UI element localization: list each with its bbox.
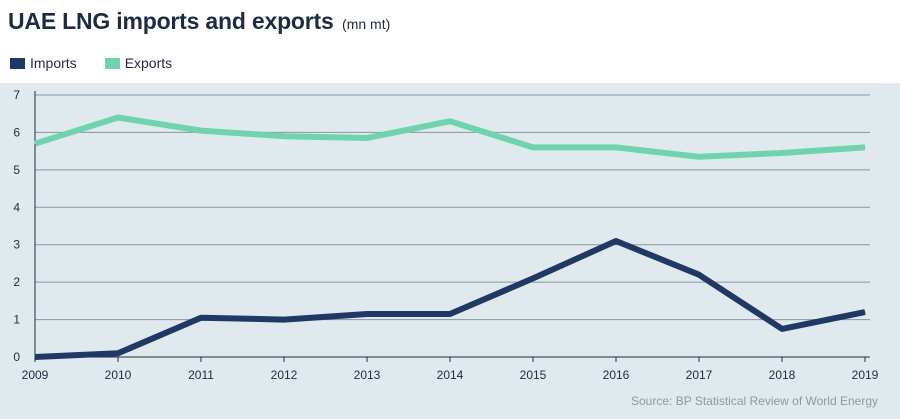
data-point-exports xyxy=(781,152,783,154)
y-tick-label: 0 xyxy=(13,350,20,364)
source-note: Source: BP Statistical Review of World E… xyxy=(631,394,878,408)
legend-swatch-imports xyxy=(10,57,25,69)
legend: Imports Exports xyxy=(10,55,200,71)
x-tick-label: 2012 xyxy=(271,368,298,382)
data-point-imports xyxy=(615,240,617,242)
x-tick-label: 2011 xyxy=(188,368,214,382)
data-point-imports xyxy=(864,311,866,313)
data-point-imports xyxy=(449,313,451,315)
x-tick-label: 2019 xyxy=(852,368,879,382)
legend-item-imports: Imports xyxy=(10,55,77,71)
y-tick-label: 2 xyxy=(13,275,20,289)
series-line-exports xyxy=(34,114,866,160)
chart-unit: (mn mt) xyxy=(342,16,391,32)
data-point-exports xyxy=(864,146,866,148)
legend-label-exports: Exports xyxy=(124,55,173,71)
data-point-exports xyxy=(532,146,534,148)
y-tick-label: 5 xyxy=(13,163,20,177)
data-point-imports xyxy=(283,319,285,321)
x-tick-label: 2017 xyxy=(686,368,713,382)
data-point-exports xyxy=(34,143,36,145)
data-point-exports xyxy=(366,137,368,139)
data-point-exports xyxy=(283,135,285,137)
x-tick-label: 2010 xyxy=(105,368,132,382)
data-point-exports xyxy=(449,120,451,122)
data-point-exports xyxy=(698,156,700,158)
data-point-imports xyxy=(200,317,202,319)
x-tick-label: 2018 xyxy=(769,368,796,382)
y-tick-label: 4 xyxy=(13,200,20,214)
data-point-exports xyxy=(615,146,617,148)
x-tick-label: 2013 xyxy=(354,368,381,382)
legend-item-exports: Exports xyxy=(104,55,173,71)
x-tick-label: 2009 xyxy=(22,368,49,382)
plot-panel: 0 1 2 3 4 5 6 7 2009 2010 2011 2012 2013 2014 2015 2016… xyxy=(0,83,900,419)
data-point-imports xyxy=(781,328,783,330)
data-point-imports xyxy=(532,277,534,279)
legend-swatch-exports xyxy=(104,57,120,69)
y-tick-label: 6 xyxy=(13,125,20,139)
y-tick-label: 1 xyxy=(13,313,20,327)
data-point-imports xyxy=(698,274,700,276)
data-point-imports xyxy=(117,352,119,354)
x-tick-label: 2014 xyxy=(437,368,464,382)
series-line-imports xyxy=(34,238,866,360)
plot-area: 0 1 2 3 4 5 6 7 2009 2010 2011 2012 2013 2014 2015 2016… xyxy=(13,88,879,382)
data-point-imports xyxy=(366,313,368,315)
y-tick-label: 3 xyxy=(13,238,20,252)
legend-label-imports: Imports xyxy=(30,55,77,71)
title-row: UAE LNG imports and exports (mn mt) xyxy=(8,8,390,35)
data-point-imports xyxy=(34,356,36,358)
data-point-exports xyxy=(200,130,202,132)
chart-title: UAE LNG imports and exports xyxy=(8,8,334,34)
x-tick-label: 2016 xyxy=(603,368,630,382)
data-point-exports xyxy=(117,116,119,118)
y-tick-label: 7 xyxy=(13,88,20,102)
x-tick-label: 2015 xyxy=(520,368,547,382)
